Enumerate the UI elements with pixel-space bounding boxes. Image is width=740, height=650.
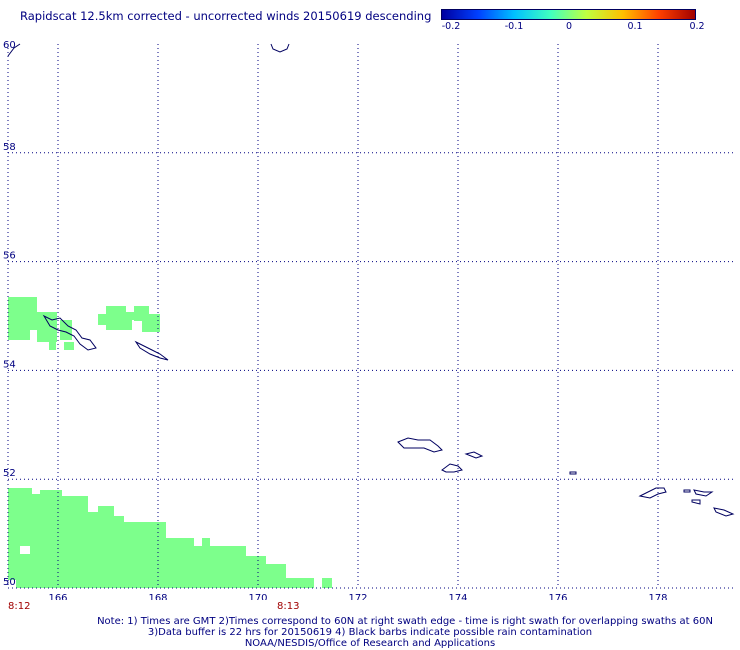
swath-cell [106, 306, 126, 330]
coast-outline [693, 489, 714, 497]
latitude-label: 54 [3, 359, 16, 370]
swath-gap [8, 580, 16, 588]
longitude-label: 178 [648, 593, 667, 600]
footnote-line-2: 3)Data buffer is 22 hrs for 20150619 4) … [147, 627, 593, 638]
swath-gap [20, 546, 30, 554]
swath-cell [202, 538, 210, 546]
swath-cell [60, 320, 72, 340]
swath-cell [124, 522, 166, 588]
coast-outline [270, 43, 290, 53]
colorbar-tick-label: -0.2 [441, 21, 461, 32]
footnote-line-3: NOAA/NESDIS/Office of Research and Appli… [244, 638, 496, 649]
swath-cell [114, 516, 124, 588]
coast-outline [691, 499, 701, 505]
wind-difference-map: 60 58 56 54 52 50 166 168 170 172 174 176 178 [3, 40, 735, 600]
swath-cell [126, 320, 132, 330]
latitude-label: 52 [3, 468, 16, 479]
swath-cell [40, 490, 62, 588]
swath-cell [286, 578, 314, 588]
footnote-line-1: Note: 1) Times are GMT 2)Times correspon… [97, 616, 713, 627]
latitude-label: 56 [3, 251, 16, 262]
coast-outline [134, 340, 169, 361]
colorbar-tick-label: 0.1 [627, 21, 643, 32]
lat-lon-grid [7, 44, 733, 589]
colorbar-tick-label: 0 [565, 21, 573, 32]
coast-outline [569, 471, 577, 475]
longitude-label: 172 [348, 593, 367, 600]
swath-cell [62, 496, 88, 588]
swath-cell [98, 506, 114, 588]
coast-outline [42, 314, 97, 351]
swath-cell [126, 312, 136, 320]
coast-outline [638, 487, 667, 499]
swath-cell [194, 546, 214, 588]
axis-labels: 60 58 56 54 52 50 166 168 170 172 174 176 178 [3, 40, 668, 600]
swath-cell [142, 314, 160, 332]
pass-time-label: 8:12 [8, 601, 31, 612]
swath-cell [64, 342, 74, 350]
coast-outline [683, 489, 691, 493]
colorbar-tick-label: 0.2 [689, 21, 705, 32]
swath-cell [98, 314, 110, 325]
swath-cell [8, 297, 37, 330]
latitude-label: 50 [3, 577, 16, 588]
coast-outline [441, 463, 463, 473]
coast-outline [713, 507, 735, 517]
longitude-label: 176 [548, 593, 567, 600]
swath-cell [322, 578, 332, 588]
pass-time-label: 8:13 [277, 601, 300, 612]
swath-cell [37, 312, 57, 342]
swath-cell [88, 512, 98, 588]
coast-outline [7, 43, 21, 57]
coast-outline [464, 451, 484, 459]
latitude-label: 58 [3, 142, 16, 153]
map-title: Rapidscat 12.5km corrected - uncorrected… [20, 9, 432, 23]
colorbar-tick-label: -0.1 [504, 21, 524, 32]
coast-outline [397, 437, 443, 453]
swath-cell [246, 556, 266, 588]
swath-cell [49, 342, 56, 350]
longitude-label: 170 [248, 593, 267, 600]
color-scale-bar [441, 9, 696, 20]
swath-cell [8, 330, 30, 340]
swath-cell [24, 494, 40, 588]
swath-cell [214, 546, 246, 588]
longitude-label: 174 [448, 593, 467, 600]
longitude-label: 168 [148, 593, 167, 600]
swath-cell [266, 564, 286, 588]
swath-coverage [8, 297, 332, 588]
longitude-label: 166 [48, 593, 67, 600]
latitude-label: 60 [3, 40, 16, 51]
swath-cell [166, 538, 194, 588]
coastline [7, 43, 735, 517]
